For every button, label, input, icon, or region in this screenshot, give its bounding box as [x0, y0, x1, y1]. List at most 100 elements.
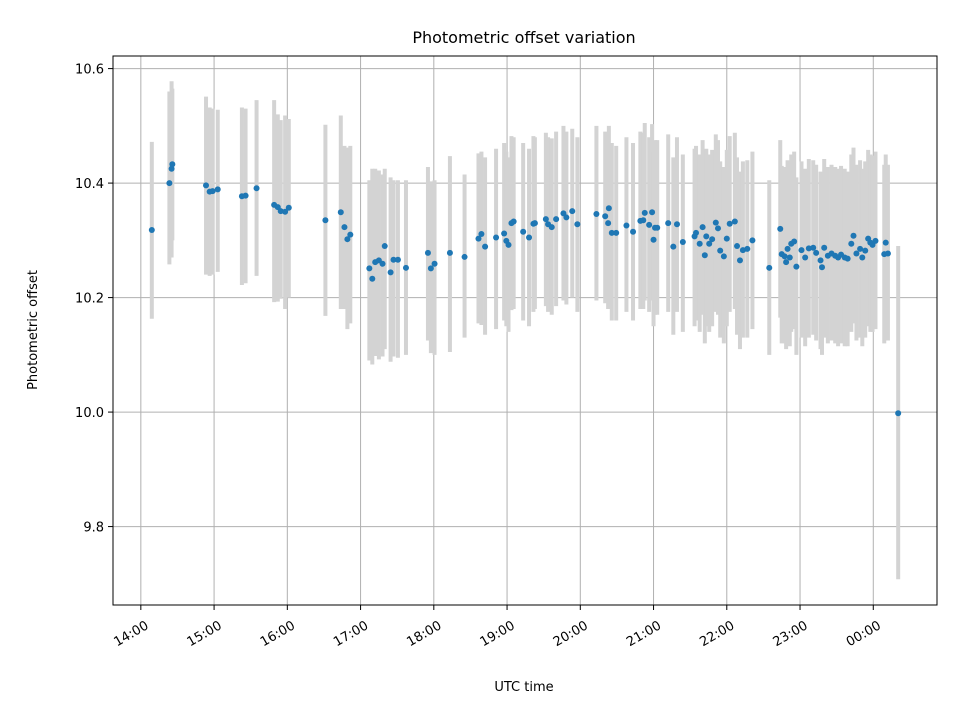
data-point	[253, 185, 260, 192]
data-point	[749, 237, 756, 244]
data-point	[693, 229, 700, 236]
data-point	[427, 265, 434, 272]
y-tick-label: 10.0	[75, 406, 104, 421]
data-point	[461, 253, 468, 260]
data-point	[482, 243, 489, 250]
data-point	[793, 263, 800, 270]
data-point	[493, 234, 500, 241]
y-tick-label: 10.6	[75, 63, 104, 78]
data-point	[872, 237, 879, 244]
data-point	[781, 253, 788, 260]
data-point	[805, 245, 812, 252]
y-axis-ticks: 9.8 10.0 10.2 10.4 10.6	[75, 63, 113, 536]
data-point	[641, 209, 648, 216]
data-point	[369, 275, 376, 282]
data-point	[148, 227, 155, 234]
data-point	[670, 243, 677, 250]
data-point	[520, 228, 527, 235]
data-point	[791, 238, 798, 245]
data-point	[720, 253, 727, 260]
data-point	[640, 217, 647, 224]
data-point	[277, 208, 284, 215]
data-point	[344, 236, 351, 243]
data-point	[381, 243, 388, 250]
y-tick-label: 10.2	[75, 292, 104, 307]
data-point	[605, 205, 612, 212]
chart-title: Photometric offset variation	[412, 28, 635, 47]
data-point	[569, 208, 576, 215]
data-point	[679, 239, 686, 246]
data-point	[853, 250, 860, 257]
data-point	[714, 225, 721, 232]
data-point	[882, 239, 889, 246]
data-point	[282, 208, 289, 215]
data-point	[379, 260, 386, 267]
data-point	[623, 222, 630, 229]
data-point	[848, 240, 855, 247]
x-tick-label: 15:00	[185, 618, 225, 650]
x-axis-ticks: 14:00 15:00 16:00 17:00 18:00 19:00 20:00 21:00…	[111, 605, 884, 650]
data-point	[819, 264, 826, 271]
data-point	[777, 225, 784, 232]
x-tick-label: 18:00	[404, 618, 444, 650]
data-point	[501, 230, 508, 237]
data-point	[734, 243, 741, 250]
x-tick-label: 22:00	[697, 618, 737, 650]
data-point	[431, 260, 438, 267]
data-point	[563, 214, 570, 221]
data-point	[605, 220, 612, 227]
data-point	[630, 228, 637, 235]
data-point	[895, 410, 902, 417]
x-tick-label: 21:00	[624, 618, 664, 650]
data-point	[478, 231, 485, 238]
data-point	[884, 250, 891, 257]
data-point	[821, 244, 828, 251]
data-point	[526, 234, 533, 241]
data-point	[701, 252, 708, 259]
data-point	[786, 254, 793, 261]
data-point	[810, 244, 817, 251]
data-point	[859, 254, 866, 261]
error-bars	[149, 81, 901, 580]
data-point	[646, 221, 653, 228]
data-point	[168, 165, 175, 172]
data-point	[593, 211, 600, 218]
data-point	[214, 186, 221, 193]
data-point	[613, 229, 620, 236]
data-point	[387, 269, 394, 276]
data-point	[723, 235, 730, 242]
data-point	[798, 247, 805, 254]
x-tick-label: 14:00	[111, 618, 151, 650]
data-point	[783, 259, 790, 266]
data-point	[285, 204, 292, 211]
x-tick-label: 16:00	[258, 618, 298, 650]
data-point	[706, 240, 713, 247]
data-point	[505, 241, 512, 248]
data-point	[510, 218, 517, 225]
data-point	[322, 217, 329, 224]
data-point	[337, 209, 344, 216]
data-point	[696, 240, 703, 247]
x-axis-label: UTC time	[494, 680, 553, 695]
data-point	[850, 232, 857, 239]
data-point	[712, 219, 719, 226]
data-point	[542, 216, 549, 223]
x-tick-label: 00:00	[844, 618, 884, 650]
data-point	[347, 231, 354, 238]
data-point	[650, 236, 657, 243]
data-point	[203, 182, 210, 189]
data-point	[366, 265, 373, 272]
data-point	[699, 224, 706, 231]
y-tick-label: 10.4	[75, 177, 104, 192]
data-point	[446, 249, 453, 256]
data-point	[802, 254, 809, 261]
data-point	[731, 218, 738, 225]
x-tick-label: 19:00	[478, 618, 518, 650]
data-point	[548, 224, 555, 231]
data-point	[813, 249, 820, 256]
data-point	[703, 233, 710, 240]
x-tick-label: 20:00	[551, 618, 591, 650]
data-point	[166, 180, 173, 187]
y-axis-label: Photometric offset	[26, 270, 41, 390]
